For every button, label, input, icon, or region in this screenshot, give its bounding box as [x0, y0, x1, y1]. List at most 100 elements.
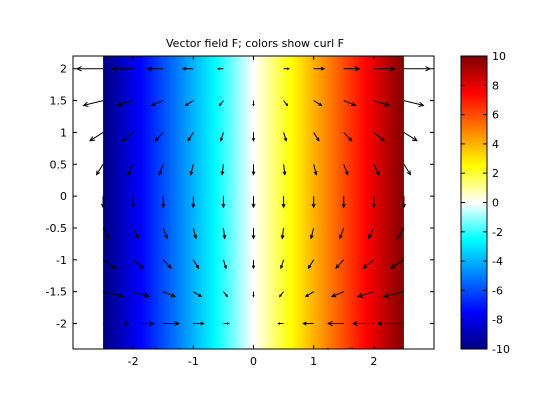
vector-arrow: [192, 227, 198, 240]
y-tick-label: 0: [60, 190, 67, 203]
plot-area: -2 -1 0 1 2 -2 -1.5 -1 -0.5 0 0.5 1 1.5 2: [46, 55, 435, 368]
vector-arrow: [163, 320, 181, 327]
vector-arrow: [223, 291, 229, 298]
y-tick-label: 0.5: [50, 158, 68, 171]
vector-arrow: [343, 66, 361, 72]
colorbar-tick-label: 8: [492, 79, 499, 92]
vector-arrow: [376, 320, 404, 327]
vector-arrow: [346, 347, 353, 349]
vector-arrow: [403, 164, 412, 176]
vector-arrow: [133, 291, 150, 298]
vector-arrow: [280, 227, 285, 240]
vector-arrow: [158, 164, 164, 176]
vector-arrow: [403, 66, 432, 72]
colorbar-tick-label: -8: [492, 314, 503, 327]
vector-arrow: [309, 227, 315, 240]
vector-arrow: [335, 259, 345, 269]
vector-arrow: [251, 164, 256, 176]
vector-arrow: [251, 132, 256, 142]
vector-arrow: [146, 66, 164, 72]
vector-arrow: [133, 320, 156, 327]
vector-arrow: [373, 100, 391, 107]
y-tick-label: -1.5: [46, 286, 67, 299]
vector-arrow: [219, 132, 224, 142]
vector-arrow: [362, 259, 375, 269]
vector-arrow: [283, 132, 288, 142]
vector-arrow: [307, 259, 315, 270]
vector-arrow: [192, 259, 200, 270]
vector-arrow: [330, 291, 344, 298]
vector-arrow: [371, 196, 376, 209]
x-tick-label: 1: [310, 355, 317, 368]
vector-arrow: [373, 164, 380, 176]
vector-arrow: [217, 67, 224, 70]
vector-arrow: [251, 259, 256, 270]
vector-arrow: [343, 132, 353, 142]
vector-arrow: [189, 164, 194, 176]
vector-arrow: [220, 164, 225, 176]
vector-arrow: [276, 348, 279, 349]
vector-arrow: [304, 291, 314, 298]
y-tick-label: 2: [60, 63, 67, 76]
vector-arrow: [403, 100, 425, 107]
vector-arrow: [277, 322, 284, 325]
y-tick-label: 1.5: [50, 95, 68, 108]
vector-arrow: [252, 100, 255, 107]
vector-arrow: [116, 100, 134, 107]
vector-arrow: [101, 196, 106, 209]
vector-arrow: [221, 196, 226, 209]
vector-arrow: [368, 227, 375, 240]
colorbar-tick-label: 2: [492, 167, 499, 180]
vector-arrow: [251, 196, 256, 209]
vector-arrow: [75, 66, 104, 72]
vector-arrow: [313, 132, 320, 142]
colorbar: -10 -8 -6 -4 -2 0 2 4 6 8 10: [460, 50, 510, 356]
vector-arrow: [184, 100, 194, 107]
vector-arrow: [228, 348, 231, 349]
vector-arrow: [181, 66, 194, 71]
vector-arrow: [191, 196, 196, 209]
vector-arrow: [313, 100, 323, 107]
vector-arrow: [282, 164, 287, 176]
vector-arrow: [193, 321, 205, 326]
vector-arrow: [283, 67, 290, 70]
vector-arrow: [251, 227, 256, 240]
vector-arrow: [223, 322, 230, 325]
x-tick-label: 0: [250, 355, 257, 368]
vector-arrow: [154, 132, 164, 142]
vector-arrow: [163, 291, 177, 298]
vector-arrows: [75, 66, 432, 349]
vector-arrow: [339, 227, 345, 240]
vector-arrow: [351, 320, 374, 327]
vector-arrow: [370, 347, 377, 349]
vector-arrow: [103, 320, 131, 327]
vector-arrow: [102, 291, 124, 299]
colorbar-tick-label: -4: [492, 255, 503, 268]
y-tick-label: 1: [60, 126, 67, 139]
vector-arrow: [313, 164, 318, 176]
vector-arrow: [95, 164, 104, 176]
colorbar-tick-label: 4: [492, 138, 499, 151]
vector-arrow: [127, 164, 134, 176]
y-tick-label: -2: [56, 318, 67, 331]
vector-arrow: [222, 227, 227, 240]
vector-arrow: [389, 259, 405, 269]
vector-arrow: [311, 196, 316, 209]
x-tick-label: -2: [128, 355, 139, 368]
vector-arrow: [326, 320, 344, 327]
vector-arrow: [341, 196, 346, 209]
colorbar-gradient-bar: [461, 56, 487, 349]
x-axis: -2 -1 0 1 2: [128, 56, 377, 368]
vector-arrow: [373, 132, 386, 142]
vector-arrow: [162, 259, 172, 269]
vector-arrow: [252, 291, 255, 298]
vector-arrow: [102, 227, 111, 240]
vector-arrow: [161, 196, 166, 209]
vector-arrow: [401, 196, 406, 209]
vector-arrow: [130, 347, 137, 349]
colorbar-tick-label: 6: [492, 109, 499, 122]
vector-arrow: [343, 100, 357, 107]
vector-arrow: [278, 291, 284, 298]
vector-arrow: [187, 132, 194, 142]
y-tick-label: -0.5: [46, 222, 67, 235]
